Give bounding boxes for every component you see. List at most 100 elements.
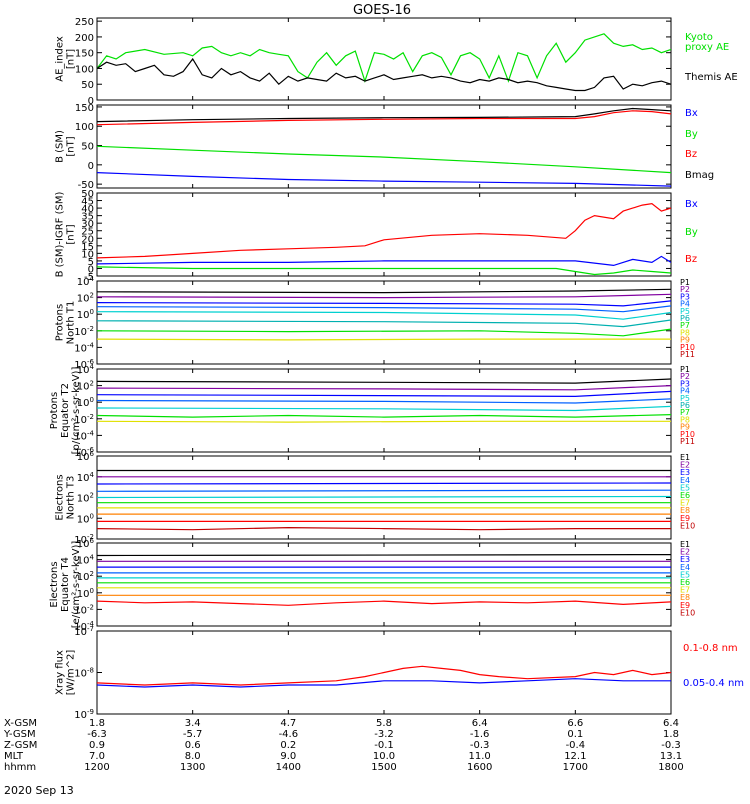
x-axis-value: 7.0 <box>89 751 105 762</box>
legend-entry: P6 <box>680 401 690 410</box>
y-tick-label: 102 <box>77 570 94 583</box>
legend-entry: P11 <box>680 437 695 446</box>
legend-entry: E2 <box>680 548 690 557</box>
legend-entry: E5 <box>680 483 690 492</box>
y-axis-label: B (SM) <box>55 130 66 163</box>
y-tick-label: 10-4 <box>74 341 94 354</box>
x-axis-row-label: Y-GSM <box>3 729 36 740</box>
legend-entry: By <box>685 129 698 140</box>
x-axis-value: -0.3 <box>661 740 681 751</box>
series-line-bz <box>97 202 671 259</box>
x-axis-value: -5.7 <box>183 729 203 740</box>
legend-entry: E6 <box>680 491 690 500</box>
legend-entry: P6 <box>680 314 690 323</box>
series-line-e3 <box>97 482 671 485</box>
legend-entry: E3 <box>680 468 690 477</box>
y-tick-label: 100 <box>77 396 94 409</box>
y-axis-label: [nT] <box>66 224 77 244</box>
x-axis-value: 13.1 <box>660 751 682 762</box>
series-line-bmag <box>97 107 671 123</box>
panel-bsm: -50 0 50 100 150 B (SM) [nT] Bx By Bz Bmag <box>55 103 715 191</box>
y-tick-label: 104 <box>77 554 95 567</box>
series-line-bz <box>97 110 671 126</box>
x-axis-value: 1200 <box>84 762 109 773</box>
legend-entry: Bz <box>685 254 697 265</box>
series-line-p5 <box>97 311 671 320</box>
legend-entry: By <box>685 227 698 238</box>
legend-entry: E1 <box>680 540 690 549</box>
x-axis-row-label: hhmm <box>4 762 36 773</box>
panel-frame <box>96 192 672 277</box>
figure-title: GOES-16 <box>353 3 411 18</box>
legend-entry: Bx <box>685 199 698 210</box>
legend-entry: Kyoto <box>685 32 713 43</box>
legend-entry: E9 <box>680 601 690 610</box>
legend-entry: P10 <box>680 430 695 439</box>
y-axis-label: [p/(cm²-s-sr-keV)] <box>71 367 82 455</box>
legend-entry: Bx <box>685 108 698 119</box>
legend-entry: E4 <box>680 563 690 572</box>
y-tick-label: 10-4 <box>74 620 94 633</box>
series-line-bx <box>97 255 671 267</box>
y-axis-label: [nT] <box>66 49 77 69</box>
x-axis-value: 1.8 <box>663 729 679 740</box>
y-tick-label: 104 <box>77 471 95 484</box>
y-tick-label: 50 <box>81 189 94 200</box>
y-tick-label: 10 <box>81 249 94 260</box>
y-tick-label: 10-8 <box>74 667 94 680</box>
series-line-p6 <box>97 319 671 328</box>
y-tick-label: 10-4 <box>74 429 94 442</box>
series-line-e5 <box>97 495 671 499</box>
series-line-p4 <box>97 305 671 313</box>
legend-entry: P1 <box>680 365 690 374</box>
legend-entry: E1 <box>680 453 690 462</box>
legend-entry: Themis AE <box>684 72 738 83</box>
legend-entry: E10 <box>680 521 695 530</box>
x-axis-value: 11.0 <box>469 751 491 762</box>
legend-entry: P7 <box>680 321 690 330</box>
y-tick-label: 104 <box>77 363 95 376</box>
y-tick-label: 100 <box>77 308 94 321</box>
panel-eequator: 10-4 10-2 100 102 104 106 Electrons Equator T4[… <box>49 537 695 633</box>
panel-frame <box>96 280 672 365</box>
y-tick-label: 35 <box>81 212 94 223</box>
y-tick-label: 106 <box>77 450 95 463</box>
legend-entry: P3 <box>680 292 690 301</box>
x-axis-value: 12.1 <box>564 751 586 762</box>
x-axis-value: -0.4 <box>566 740 586 751</box>
legend-entry: P2 <box>680 372 690 381</box>
x-axis-value: 6.6 <box>567 718 583 729</box>
series-line-p7 <box>97 328 671 337</box>
legend-entry: P1 <box>680 278 690 287</box>
x-axis-value: 0.2 <box>280 740 296 751</box>
y-tick-label: 25 <box>81 227 94 238</box>
x-axis-row-label: X-GSM <box>4 718 37 729</box>
x-axis-value: -3.2 <box>374 729 394 740</box>
y-tick-label: 10-9 <box>74 708 94 721</box>
legend-entry: P8 <box>680 328 690 337</box>
y-tick-label: 102 <box>77 292 94 305</box>
legend-entry: E8 <box>680 593 690 602</box>
series-line-p7 <box>97 420 671 423</box>
series-line-p3 <box>97 300 671 307</box>
y-tick-label: 100 <box>77 512 94 525</box>
date-label: 2020 Sep 13 <box>4 784 74 797</box>
x-axis-value: -1.6 <box>470 729 490 740</box>
y-axis-label: Electrons <box>55 474 66 520</box>
series-line-p6 <box>97 414 671 418</box>
legend-entry: P5 <box>680 394 690 403</box>
y-tick-label: 50 <box>81 142 94 153</box>
series-line-p2 <box>97 385 671 391</box>
x-axis-value: 9.0 <box>280 751 296 762</box>
y-tick-label: 45 <box>81 197 94 208</box>
legend-entry: E6 <box>680 578 690 587</box>
y-tick-label: 250 <box>75 17 94 28</box>
legend-entry: E2 <box>680 461 690 470</box>
x-axis-value: 1500 <box>371 762 396 773</box>
y-axis-label: Equator T2 <box>60 383 71 438</box>
legend-entry: P9 <box>680 336 690 345</box>
y-tick-label: 5 <box>88 257 94 268</box>
y-tick-label: -5 <box>84 272 94 283</box>
